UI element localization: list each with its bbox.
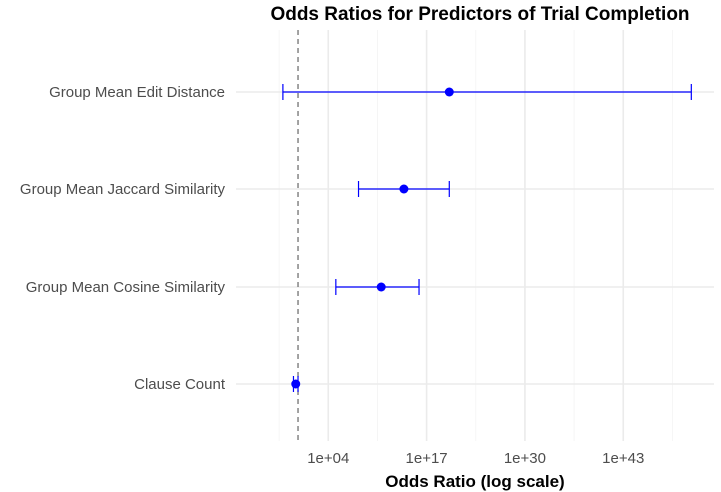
- odds-ratio-point: [399, 184, 409, 194]
- x-tick-label: 1e+04: [307, 450, 349, 467]
- odds-ratio-point: [376, 282, 386, 292]
- odds-ratio-point: [291, 379, 301, 389]
- y-tick-label: Group Mean Cosine Similarity: [26, 279, 226, 296]
- x-tick-label: 1e+17: [406, 450, 448, 467]
- y-tick-label: Group Mean Edit Distance: [49, 84, 225, 101]
- odds-ratio-point: [444, 87, 454, 97]
- x-tick-label: 1e+43: [602, 450, 644, 467]
- y-tick-label: Clause Count: [134, 376, 226, 393]
- y-tick-labels: Group Mean Edit Distance Group Mean Jacca…: [20, 84, 226, 393]
- marks: [282, 84, 692, 392]
- x-tick-label: 1e+30: [504, 450, 546, 467]
- chart-title: Odds Ratios for Predictors of Trial Comp…: [270, 4, 689, 25]
- x-axis-title: Odds Ratio (log scale): [385, 472, 564, 491]
- y-tick-label: Group Mean Jaccard Similarity: [20, 181, 226, 198]
- x-tick-labels: 1e+04 1e+17 1e+30 1e+43: [307, 450, 644, 467]
